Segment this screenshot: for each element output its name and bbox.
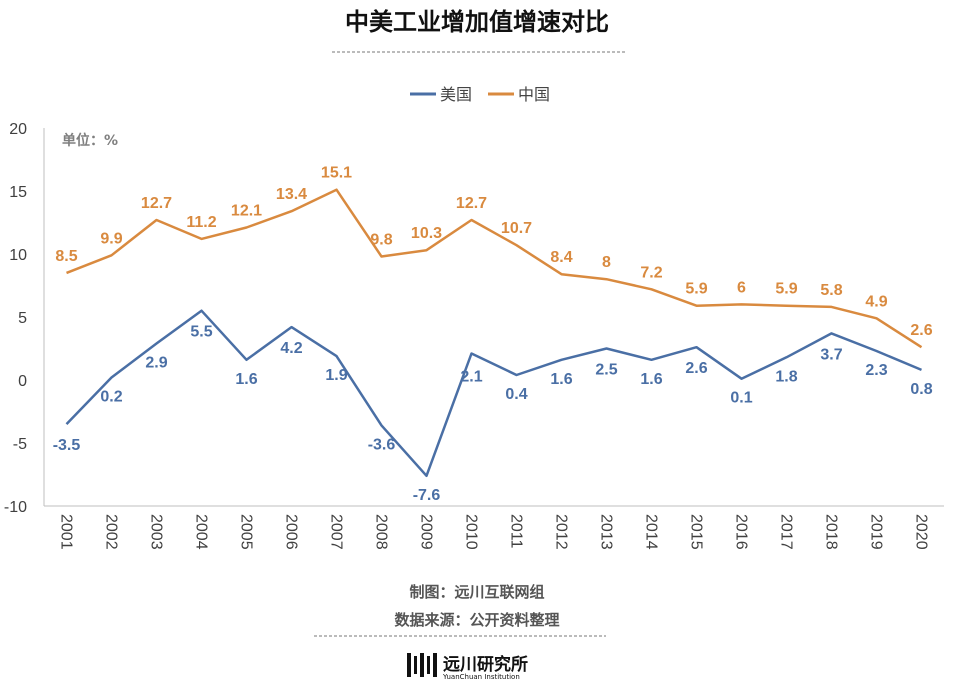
data-labels: 8.5 9.9 12.7 11.2 12.1 13.4 15.1 9.8 10.3 12.7 10.…	[53, 165, 933, 504]
data-label-cn: 11.2	[186, 214, 216, 231]
x-tick-label: 2020	[913, 514, 930, 550]
x-tick-label: 2006	[283, 514, 300, 550]
data-label-cn: 10.3	[411, 225, 442, 242]
x-tick-label: 2017	[778, 514, 795, 550]
x-tick-label: 2005	[238, 514, 255, 550]
unit-label: 单位：%	[62, 132, 118, 149]
data-label-cn: 5.9	[685, 281, 707, 298]
x-tick-label: 2002	[103, 514, 120, 550]
footer-made-by: 制图：远川互联网组	[409, 583, 544, 601]
chart-title: 中美工业增加值增速对比	[345, 8, 609, 36]
x-tick-label: 2007	[328, 514, 345, 550]
data-label-us: -3.6	[368, 436, 396, 453]
brand-logo-icon	[407, 653, 437, 677]
data-label-us: -7.6	[413, 487, 441, 504]
y-tick-label: 0	[18, 373, 27, 390]
y-tick-label: -10	[4, 499, 27, 516]
data-label-cn: 9.8	[370, 232, 392, 249]
x-tick-label: 2012	[553, 514, 570, 550]
data-label-us: 4.2	[280, 340, 302, 357]
x-tick-label: 2015	[688, 514, 705, 550]
data-label-cn: 8.4	[550, 249, 572, 266]
x-tick-label: 2004	[193, 514, 210, 550]
data-label-cn: 8	[602, 254, 611, 271]
x-tick-label: 2018	[823, 514, 840, 550]
data-label-us: 1.9	[325, 367, 347, 384]
y-ticks: -10 -5 0 5 10 15 20	[4, 121, 27, 516]
data-label-us: 1.8	[775, 368, 797, 385]
x-ticks: 2001 2002 2003 2004 2005 2006 2007 2008 2009 2010…	[58, 514, 930, 550]
y-tick-label: -5	[13, 436, 27, 453]
data-label-us: 0.1	[730, 390, 752, 407]
data-label-cn: 2.6	[910, 322, 932, 339]
data-label-cn: 12.7	[141, 195, 172, 212]
brand-name-cn: 远川研究所	[443, 654, 528, 675]
y-tick-label: 15	[9, 184, 27, 201]
data-label-cn: 10.7	[501, 220, 532, 237]
legend-label-us: 美国	[440, 85, 472, 104]
legend-label-cn: 中国	[518, 85, 550, 104]
series	[65, 188, 923, 478]
axes	[43, 128, 944, 507]
data-label-cn: 4.9	[865, 293, 887, 310]
x-tick-label: 2016	[733, 514, 750, 550]
data-label-us: 0.4	[505, 386, 527, 403]
data-label-us: -3.5	[53, 437, 81, 454]
data-label-cn: 12.1	[231, 203, 262, 220]
data-label-us: 0.8	[910, 381, 932, 398]
footer-source: 数据来源：公开资料整理	[394, 611, 559, 629]
data-label-us: 5.5	[190, 324, 212, 341]
brand-name-en: YuanChuan Institution	[442, 673, 520, 681]
y-tick-label: 10	[9, 247, 27, 264]
data-label-cn: 8.5	[55, 248, 77, 265]
x-tick-label: 2013	[598, 514, 615, 550]
data-label-us: 3.7	[820, 346, 842, 363]
data-label-us: 2.5	[595, 362, 617, 379]
data-label-cn: 12.7	[456, 195, 487, 212]
data-label-us: 1.6	[235, 371, 257, 388]
x-tick-label: 2014	[643, 514, 660, 550]
data-label-us: 0.2	[100, 388, 122, 405]
data-label-us: 2.6	[685, 360, 707, 377]
y-tick-label: 20	[9, 121, 27, 138]
legend: 美国 中国	[410, 85, 550, 104]
brand-logo: 远川研究所 YuanChuan Institution	[407, 653, 528, 681]
x-tick-label: 2019	[868, 514, 885, 550]
data-label-cn: 5.8	[820, 282, 842, 299]
x-tick-label: 2008	[373, 514, 390, 550]
data-label-cn: 9.9	[100, 230, 122, 247]
y-tick-label: 5	[18, 310, 27, 327]
data-label-us: 1.6	[550, 371, 572, 388]
x-tick-label: 2010	[463, 514, 480, 550]
series-line-us	[65, 309, 922, 478]
x-tick-label: 2009	[418, 514, 435, 550]
data-label-us: 1.6	[640, 371, 662, 388]
data-label-cn: 7.2	[640, 264, 662, 281]
series-line-cn	[66, 188, 923, 349]
x-tick-label: 2003	[148, 514, 165, 550]
x-tick-label: 2001	[58, 514, 75, 550]
x-tick-label: 2011	[508, 514, 525, 549]
data-label-cn: 13.4	[276, 186, 307, 203]
data-label-us: 2.9	[145, 354, 167, 371]
data-label-cn: 5.9	[775, 281, 797, 298]
data-label-us: 2.1	[460, 369, 482, 386]
data-label-us: 2.3	[865, 362, 887, 379]
data-label-cn: 6	[737, 279, 746, 296]
data-label-cn: 15.1	[321, 165, 352, 182]
